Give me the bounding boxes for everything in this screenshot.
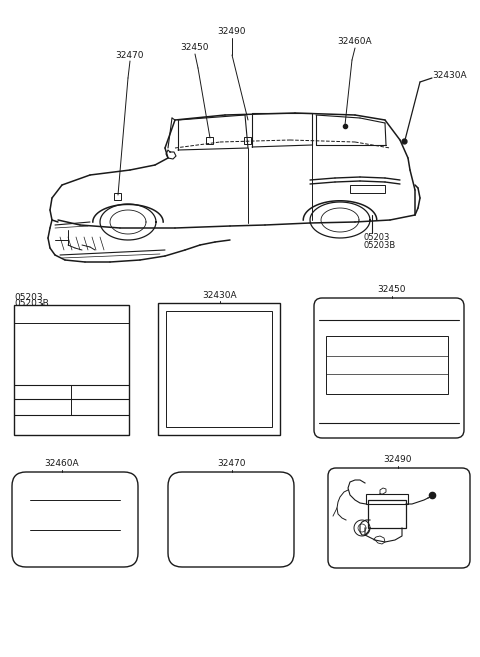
Text: 32460A: 32460A: [45, 459, 79, 468]
Bar: [114, 193, 121, 200]
Bar: [368, 500, 406, 528]
Text: 32450: 32450: [378, 286, 406, 294]
Bar: [366, 494, 408, 504]
Bar: [166, 311, 272, 427]
Text: 32430A: 32430A: [203, 290, 237, 300]
Bar: [350, 185, 385, 193]
Text: 32460A: 32460A: [338, 37, 372, 47]
Text: 05203B: 05203B: [363, 242, 395, 250]
Text: 32430A: 32430A: [432, 70, 467, 79]
Bar: [326, 336, 448, 394]
Bar: [206, 137, 213, 144]
Text: 32490: 32490: [384, 455, 412, 464]
Bar: [244, 137, 251, 144]
Bar: [14, 305, 129, 435]
Text: 05203B: 05203B: [14, 298, 49, 307]
Text: 32490: 32490: [218, 28, 246, 37]
Text: 05203: 05203: [363, 233, 389, 242]
Bar: [158, 303, 280, 435]
Text: 32450: 32450: [181, 43, 209, 53]
Text: 32470: 32470: [116, 51, 144, 60]
Text: 05203: 05203: [14, 292, 43, 302]
Text: 32470: 32470: [218, 459, 246, 468]
